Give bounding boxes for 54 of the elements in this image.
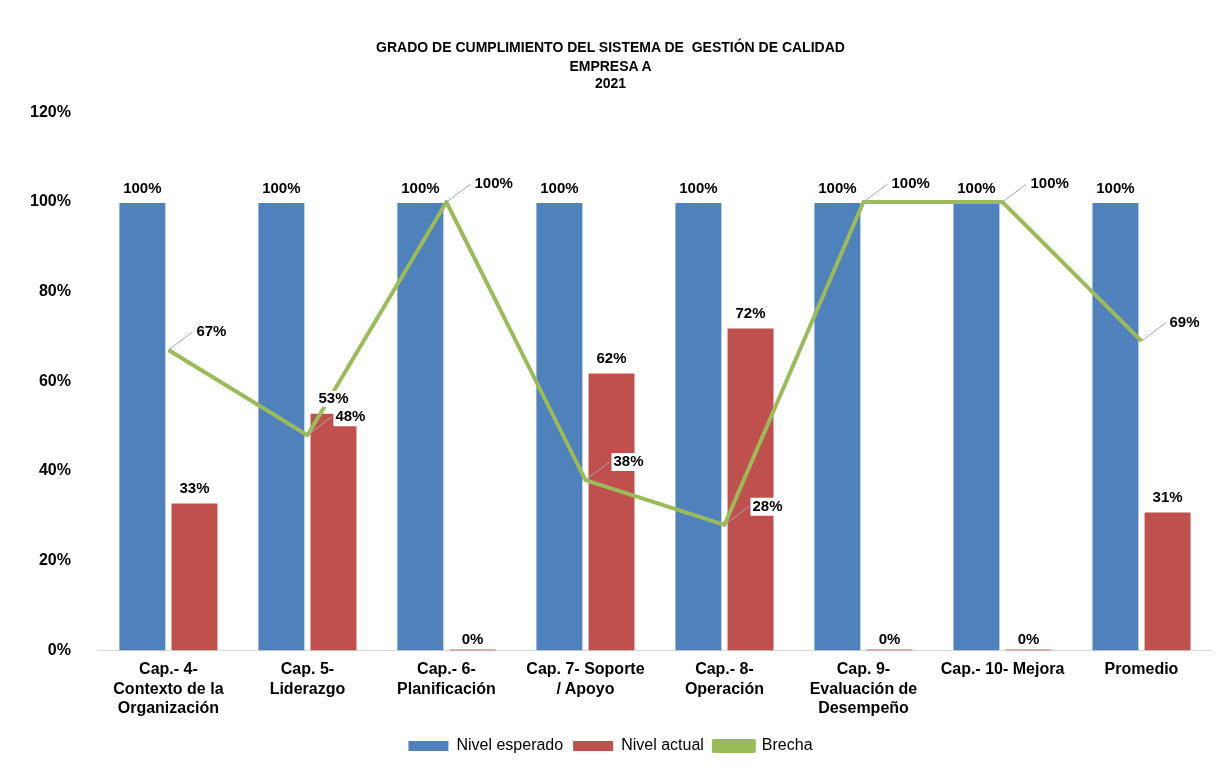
y-tick-label: 0% xyxy=(47,640,71,658)
x-tick-label: Cap. 7- Soporte / Apoyo xyxy=(526,660,645,697)
bar xyxy=(675,203,722,651)
data-label: 100% xyxy=(957,178,996,196)
y-tick-label: 100% xyxy=(30,192,71,210)
data-label: 67% xyxy=(196,322,227,340)
x-tick-label: Cap.- 6- Planificación xyxy=(397,660,496,697)
data-label: 31% xyxy=(1152,488,1183,506)
data-label: 100% xyxy=(679,178,718,196)
bar xyxy=(1144,512,1191,651)
bar xyxy=(171,503,218,651)
bar xyxy=(258,203,305,651)
data-label: 100% xyxy=(818,178,857,196)
legend-label: Nivel esperado xyxy=(456,736,564,754)
data-label: 53% xyxy=(318,389,349,407)
data-label: 100% xyxy=(1096,178,1135,196)
data-label: 69% xyxy=(1169,313,1200,331)
data-label: 100% xyxy=(474,174,513,192)
x-tick-label: Cap.- 10- Mejora xyxy=(940,660,1065,678)
legend-label: Brecha xyxy=(761,736,813,754)
x-tick-label: Cap. 5- Liderazgo xyxy=(269,660,346,697)
bar xyxy=(814,203,861,651)
legend-label: Nivel actual xyxy=(621,736,704,754)
data-label: 72% xyxy=(735,304,766,322)
y-tick-label: 80% xyxy=(38,282,71,300)
data-label: 100% xyxy=(262,178,301,196)
data-label: 100% xyxy=(540,178,579,196)
data-label: 0% xyxy=(878,630,901,648)
y-tick-label: 60% xyxy=(38,371,71,389)
data-label: 33% xyxy=(179,479,210,497)
bar xyxy=(119,203,166,651)
data-label: 28% xyxy=(752,497,783,515)
data-label: 48% xyxy=(335,407,366,425)
data-label: 62% xyxy=(596,349,627,367)
bar xyxy=(1092,203,1139,651)
bar xyxy=(536,203,583,651)
y-tick-label: 40% xyxy=(38,461,71,479)
bar xyxy=(953,203,1000,651)
x-tick-label: Cap. 9- Evaluación de Desempeño xyxy=(809,660,918,716)
x-tick-label: Cap.- 4- Contexto de la Organización xyxy=(113,660,224,716)
data-label: 0% xyxy=(461,630,484,648)
y-tick-label: 20% xyxy=(38,551,71,569)
data-label: 38% xyxy=(613,452,644,470)
data-label: 0% xyxy=(1017,630,1040,648)
x-tick-label: Cap.- 8- Operación xyxy=(684,660,765,697)
bar xyxy=(397,203,444,651)
data-label: 100% xyxy=(401,178,440,196)
data-label: 100% xyxy=(123,178,162,196)
y-tick-label: 120% xyxy=(30,102,71,120)
x-tick-label: Promedio xyxy=(1104,660,1179,678)
data-label: 100% xyxy=(891,174,930,192)
data-label: 100% xyxy=(1030,174,1069,192)
chart-subtitle: EMPRESA A 2021 xyxy=(569,58,652,91)
chart-title: GRADO DE CUMPLIMIENTO DEL SISTEMA DE GESTIÓN DE CALIDAD xyxy=(376,38,845,56)
